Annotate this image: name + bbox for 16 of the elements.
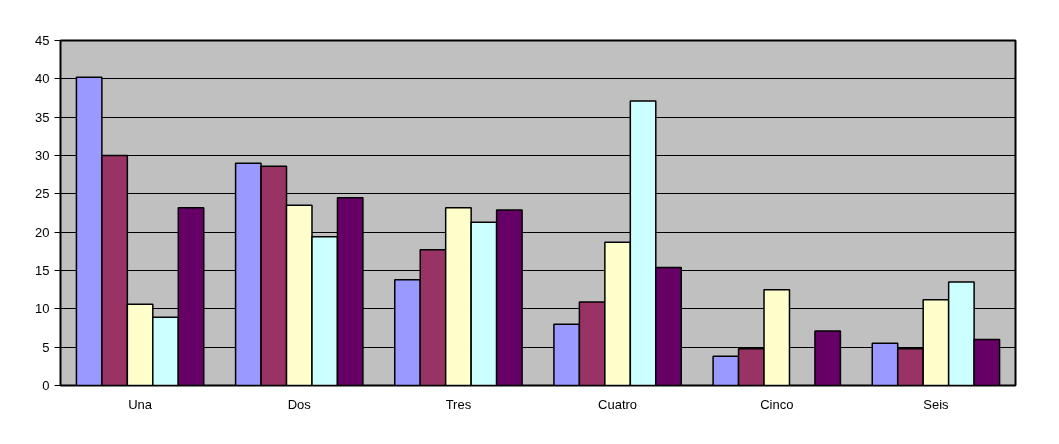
y-tick-label: 30 (35, 148, 50, 163)
x-tick-label: Cuatro (598, 396, 638, 412)
y-tick-label: 10 (35, 301, 50, 317)
x-tick-label: Tres (445, 396, 472, 412)
y-tick-label: 35 (35, 109, 50, 125)
x-tick-label: Cinco (760, 396, 794, 412)
y-tick-label: 20 (35, 224, 50, 240)
x-tick-label: Una (128, 396, 153, 412)
x-tick-label: Seis (923, 396, 950, 412)
y-tick-label: 40 (35, 71, 50, 87)
y-tick-label: 0 (42, 378, 50, 393)
y-tick-label: 5 (42, 339, 50, 355)
x-tick-label: Dos (287, 396, 312, 412)
y-tick-label: 45 (35, 33, 50, 48)
y-tick-label: 25 (35, 186, 50, 202)
y-tick-label: 15 (35, 263, 50, 278)
